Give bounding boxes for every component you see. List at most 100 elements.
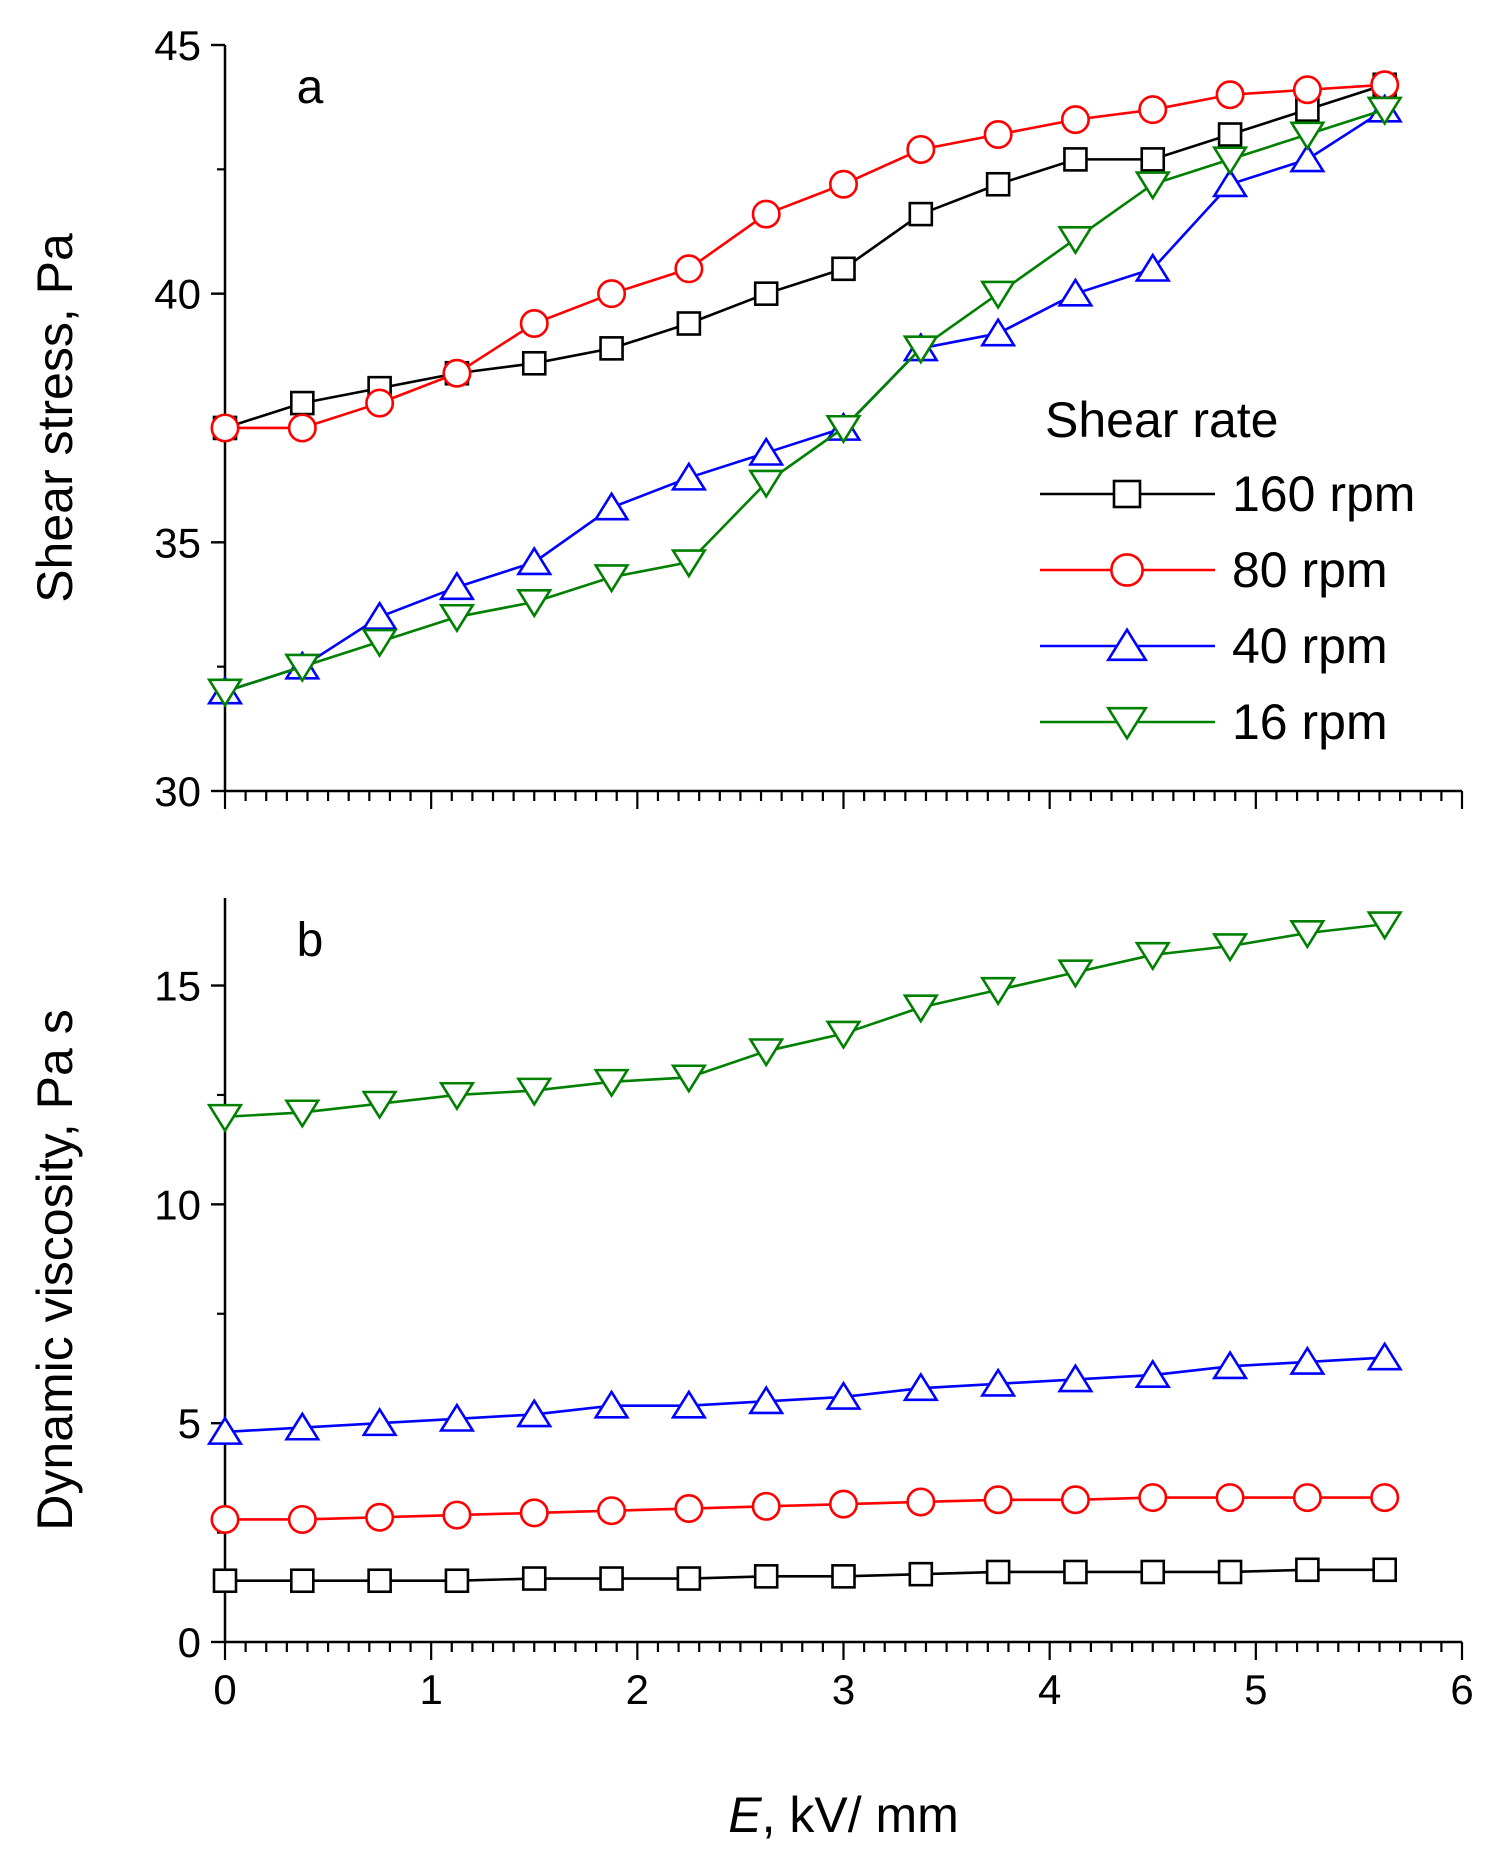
data-point	[1289, 143, 1326, 173]
y-tick-label: 15	[154, 963, 201, 1010]
data-point	[670, 1389, 708, 1419]
data-point	[753, 281, 779, 306]
data-point	[979, 1367, 1017, 1397]
panel-letter: b	[297, 914, 324, 967]
data-point	[290, 390, 315, 416]
data-point	[1140, 147, 1166, 172]
legend-label: 40 rpm	[1232, 618, 1388, 674]
data-point	[1138, 1483, 1168, 1513]
data-point	[751, 199, 781, 229]
data-point	[516, 1398, 553, 1428]
data-point	[906, 134, 936, 164]
data-point	[1292, 75, 1322, 105]
series-160-rpm	[212, 72, 1397, 441]
series-16-rpm	[206, 911, 1403, 1134]
data-point	[1366, 96, 1403, 126]
panel-b: 0 1 2 3 4 5 6 0 5 10 15 Dynamic viscosity, Pa s b	[27, 898, 1474, 1713]
data-point	[1134, 941, 1171, 972]
data-point	[825, 1380, 862, 1410]
data-point	[593, 564, 630, 594]
data-point	[206, 1415, 244, 1445]
data-point	[597, 1496, 627, 1526]
data-point	[979, 280, 1017, 310]
data-point	[825, 1020, 862, 1050]
data-point	[902, 335, 939, 365]
data-point	[438, 1402, 476, 1432]
x-tick-label: 0	[213, 1666, 236, 1713]
data-point	[674, 1494, 704, 1524]
data-point	[906, 1487, 936, 1517]
series-line	[224, 83, 1386, 430]
data-point	[516, 1077, 553, 1107]
data-point	[1211, 933, 1249, 963]
series-40-rpm	[206, 1341, 1403, 1445]
data-point	[438, 570, 476, 601]
legend-marker	[1105, 627, 1149, 662]
x-tick-label: 5	[1244, 1666, 1267, 1713]
series-line	[224, 108, 1386, 693]
data-point	[593, 491, 630, 521]
legend-item: 80 rpm	[1040, 542, 1388, 598]
x-axis-title: E, kV/ mm	[728, 1787, 959, 1843]
legend-title: Shear rate	[1045, 392, 1278, 448]
data-point	[290, 1568, 315, 1594]
data-point	[361, 1406, 398, 1437]
data-point	[748, 436, 785, 466]
data-point	[1211, 168, 1249, 198]
data-point	[1366, 1341, 1403, 1371]
series-160-rpm	[212, 1557, 1397, 1594]
y-tick-label: 35	[154, 519, 201, 566]
data-point	[1057, 1363, 1094, 1393]
x-tick-label: 1	[419, 1666, 442, 1713]
data-point	[287, 1504, 317, 1534]
y-tick-label: 40	[154, 271, 201, 318]
y-tick-label: 5	[178, 1400, 201, 1447]
y-tick-label: 30	[154, 768, 201, 815]
data-point	[361, 1090, 398, 1120]
data-point	[1215, 1483, 1245, 1513]
data-point	[212, 1568, 238, 1594]
data-point	[908, 1561, 934, 1587]
data-point	[983, 1485, 1013, 1515]
data-point	[1217, 122, 1243, 147]
data-point	[284, 653, 321, 683]
data-point	[902, 1371, 939, 1402]
data-point	[438, 603, 476, 634]
data-point	[908, 201, 934, 227]
data-point	[1295, 1557, 1320, 1583]
legend-marker	[1112, 479, 1142, 509]
data-point	[1372, 1557, 1397, 1583]
data-point	[516, 546, 553, 576]
data-point	[519, 309, 549, 339]
data-point	[1057, 959, 1094, 989]
data-point	[670, 461, 708, 491]
y-tick-label: 45	[154, 22, 201, 69]
data-point	[1211, 1350, 1249, 1380]
data-point	[1211, 146, 1249, 176]
legend-item: 40 rpm	[1040, 618, 1388, 674]
legend-label: 16 rpm	[1232, 694, 1388, 750]
data-point	[676, 311, 702, 336]
data-point	[1060, 105, 1090, 135]
data-point	[599, 1566, 624, 1591]
x-axis-title-unit: , kV/ mm	[762, 1787, 959, 1843]
data-point	[284, 1411, 321, 1441]
data-point	[1289, 1345, 1326, 1375]
data-point	[979, 976, 1017, 1007]
legend-item: 16 rpm	[1040, 694, 1388, 750]
legend-item: 160 rpm	[1040, 466, 1415, 522]
data-point	[1366, 911, 1403, 941]
series-80-rpm	[210, 70, 1400, 443]
data-point	[748, 1385, 785, 1415]
data-point	[1138, 95, 1168, 125]
legend-label: 80 rpm	[1232, 542, 1388, 598]
data-point	[748, 1038, 785, 1068]
data-point	[1217, 1559, 1243, 1585]
data-point	[444, 1568, 470, 1594]
data-point	[1134, 252, 1171, 282]
legend-marker	[1110, 553, 1144, 587]
data-point	[985, 171, 1011, 197]
y-axis-title: Dynamic viscosity, Pa s	[27, 1009, 83, 1530]
data-point	[361, 600, 398, 630]
data-point	[1134, 171, 1171, 201]
